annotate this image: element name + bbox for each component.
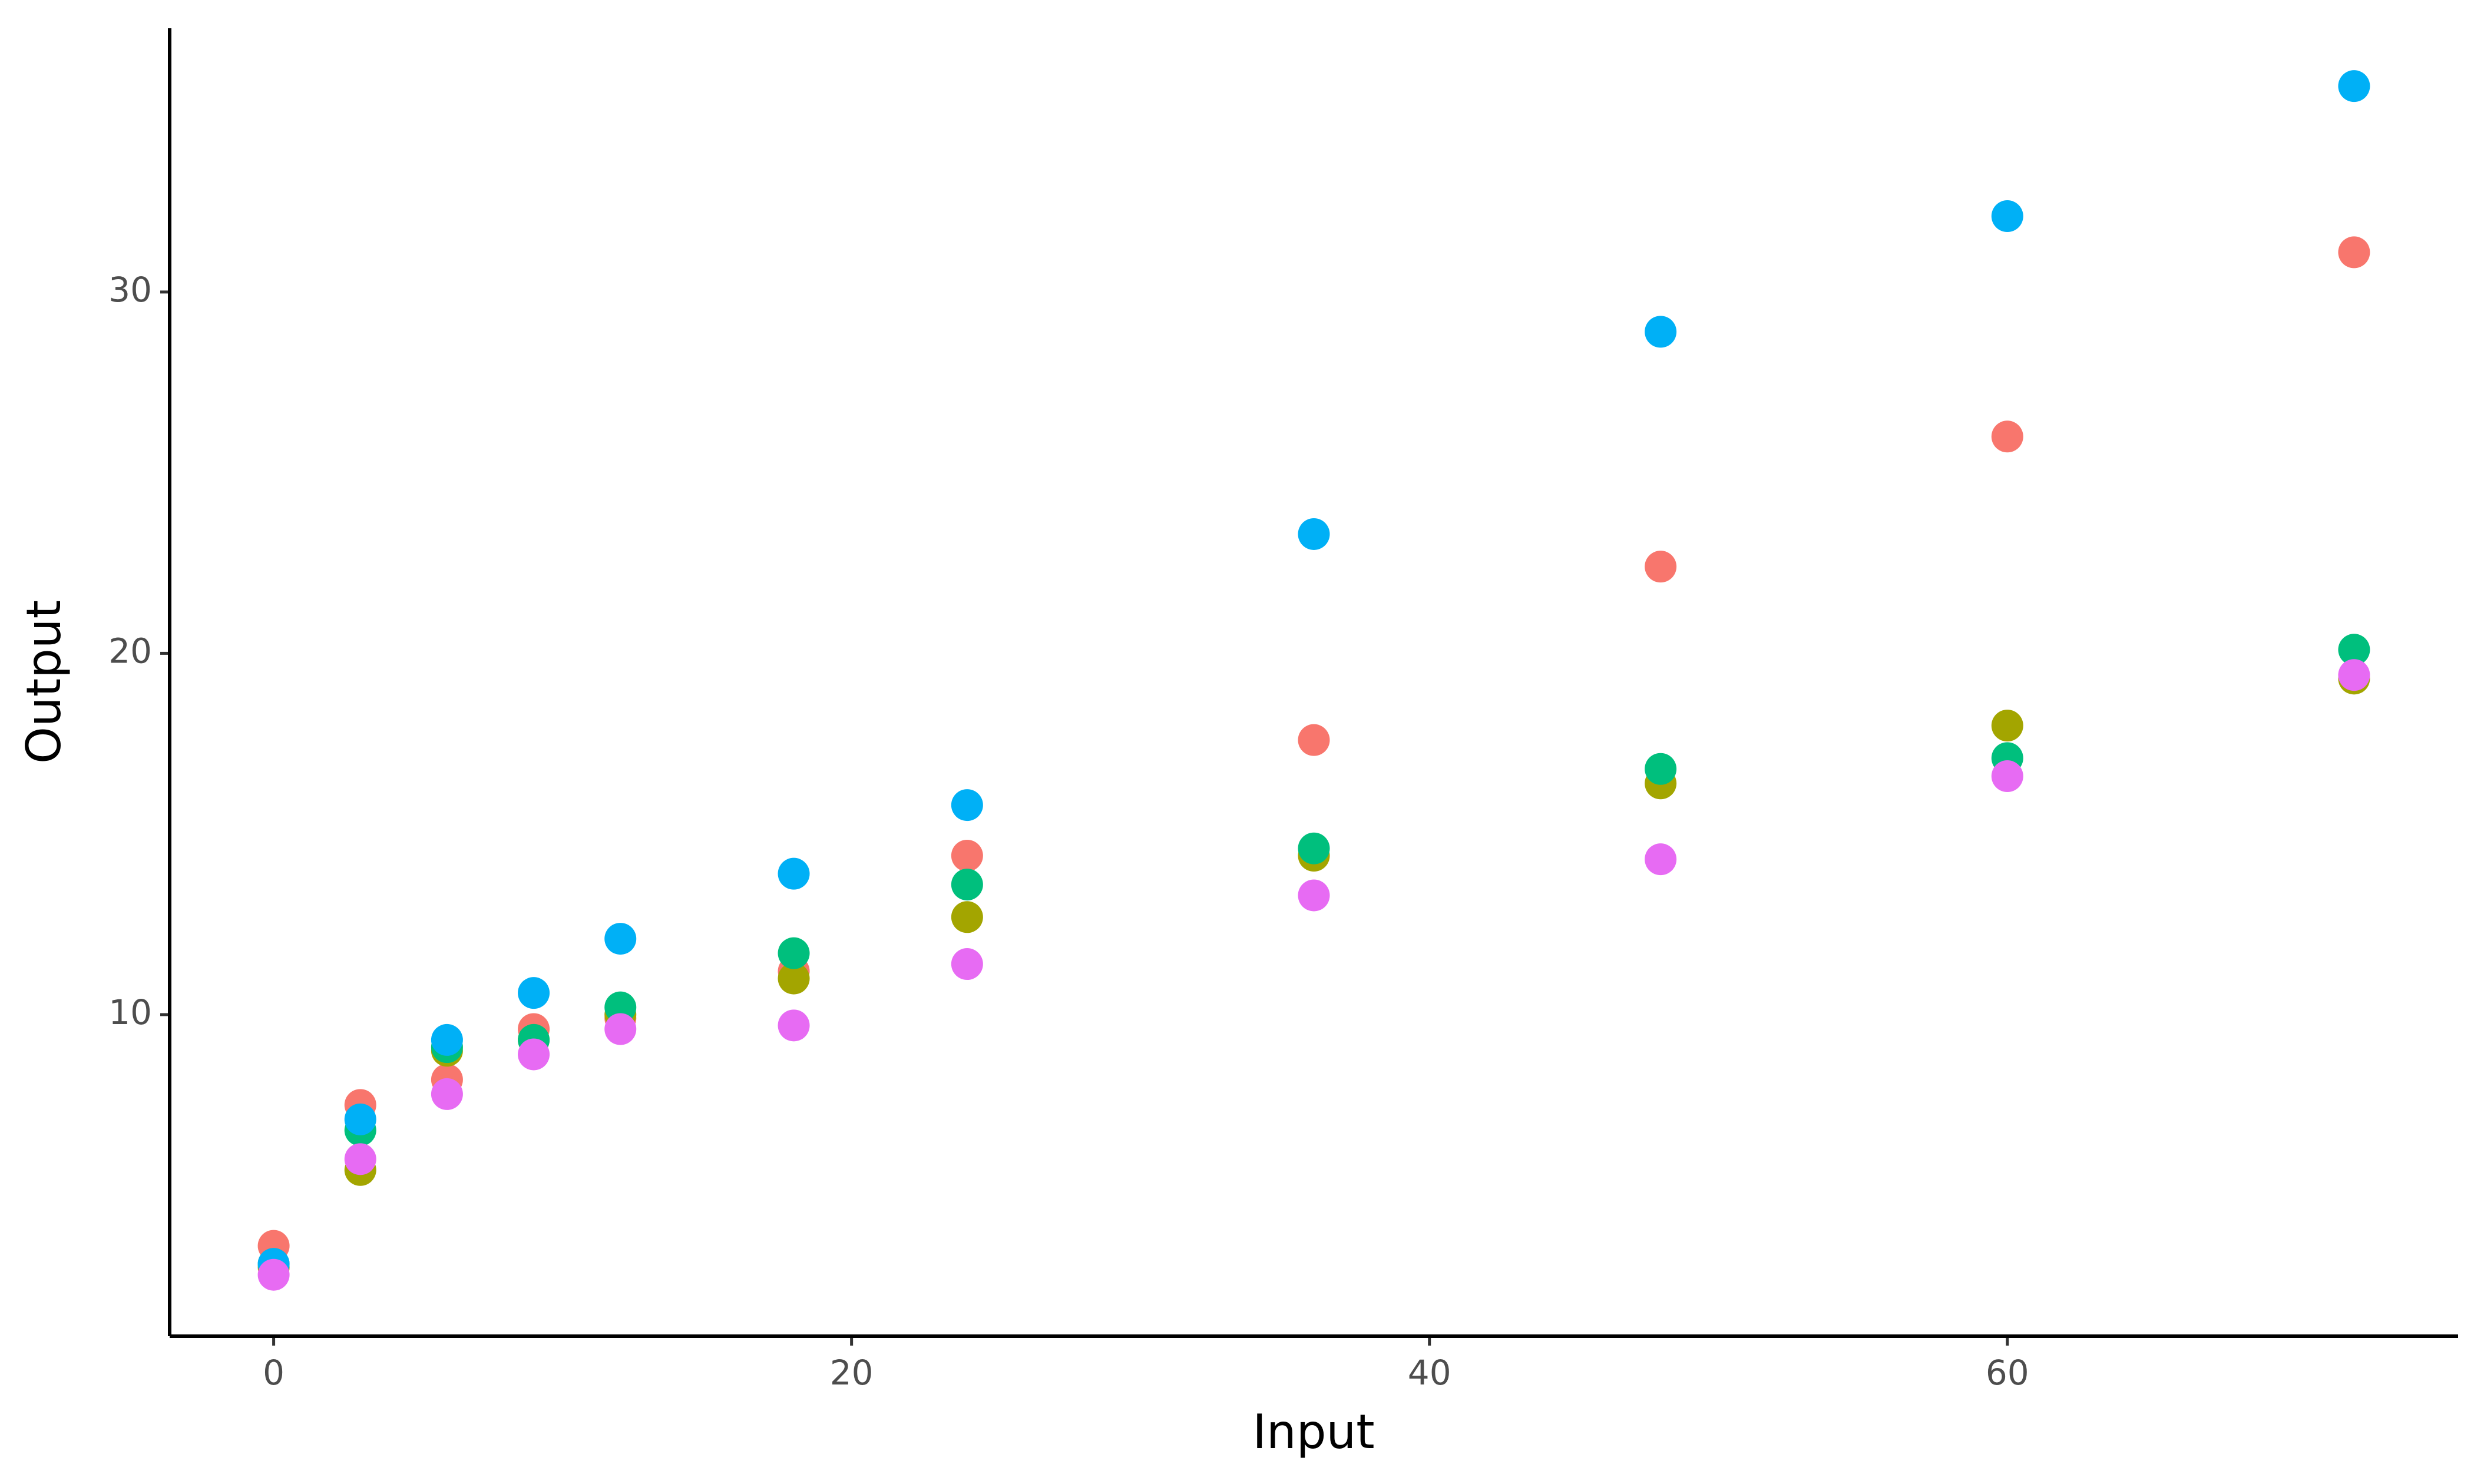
point	[1991, 420, 2023, 453]
point	[1645, 843, 1677, 876]
x-axis-title: Input	[1252, 1404, 1374, 1459]
x-tick-label: 0	[263, 1353, 285, 1393]
point	[778, 962, 810, 995]
point	[951, 839, 983, 872]
x-tick-label: 40	[1408, 1353, 1451, 1393]
point	[951, 948, 983, 980]
point	[344, 1143, 376, 1175]
point	[1991, 200, 2023, 233]
point	[1645, 316, 1677, 348]
point	[951, 901, 983, 933]
point	[431, 1078, 463, 1110]
point	[2338, 70, 2370, 102]
point	[518, 977, 550, 1009]
x-tick-label: 20	[830, 1353, 874, 1393]
point	[1298, 724, 1330, 756]
point	[431, 1023, 463, 1056]
point	[951, 789, 983, 822]
point	[1991, 760, 2023, 793]
point	[257, 1258, 290, 1291]
point	[604, 1013, 637, 1045]
y-tick-label: 30	[108, 270, 152, 310]
y-tick-label: 20	[108, 631, 152, 671]
point	[1645, 551, 1677, 583]
point	[604, 923, 637, 955]
point	[2338, 634, 2370, 666]
point	[778, 1009, 810, 1042]
point	[2338, 236, 2370, 269]
point	[344, 1103, 376, 1135]
point	[778, 857, 810, 890]
point	[1991, 710, 2023, 742]
y-tick-label: 10	[108, 992, 152, 1032]
point	[1298, 518, 1330, 550]
x-tick-label: 60	[1986, 1353, 2029, 1393]
point	[1298, 879, 1330, 912]
point	[951, 869, 983, 901]
point	[1645, 753, 1677, 785]
point	[778, 937, 810, 969]
point	[518, 1038, 550, 1071]
point	[2338, 659, 2370, 691]
y-axis-title: Output	[16, 600, 71, 764]
point	[1298, 832, 1330, 864]
